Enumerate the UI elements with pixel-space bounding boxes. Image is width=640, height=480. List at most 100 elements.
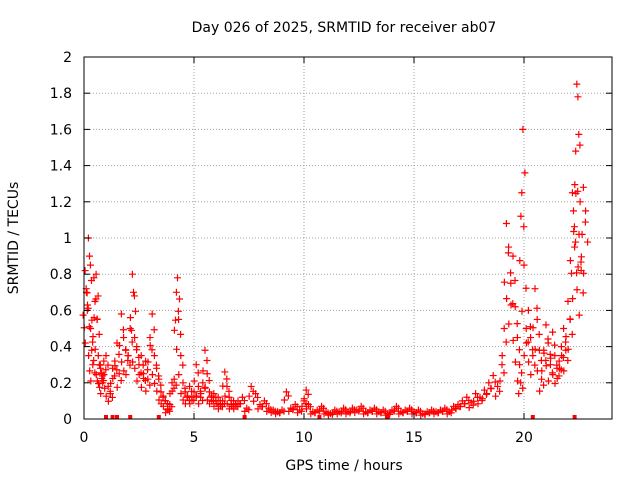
data-point bbox=[456, 402, 464, 410]
data-point bbox=[553, 374, 561, 382]
data-point bbox=[203, 370, 211, 378]
data-point bbox=[95, 330, 103, 338]
data-point bbox=[531, 345, 539, 353]
x-tick-label: 20 bbox=[515, 430, 533, 446]
data-point bbox=[568, 189, 576, 197]
data-point bbox=[122, 371, 130, 379]
y-tick-label: 0.6 bbox=[50, 303, 72, 319]
data-point bbox=[492, 392, 500, 400]
data-point bbox=[324, 411, 332, 419]
data-point bbox=[570, 207, 577, 215]
data-point bbox=[118, 358, 126, 366]
data-point bbox=[184, 392, 192, 400]
data-point bbox=[87, 325, 95, 332]
data-point bbox=[93, 315, 101, 323]
data-point bbox=[570, 227, 578, 235]
data-point bbox=[520, 223, 528, 231]
data-point bbox=[223, 400, 231, 408]
data-point bbox=[505, 243, 513, 251]
data-point bbox=[448, 406, 456, 414]
data-point bbox=[119, 326, 127, 334]
data-point bbox=[302, 386, 310, 394]
data-point bbox=[254, 405, 262, 413]
data-point bbox=[575, 130, 583, 138]
data-point bbox=[96, 383, 104, 391]
data-point bbox=[404, 407, 412, 415]
data-point bbox=[289, 405, 297, 413]
data-point bbox=[79, 311, 87, 319]
data-point bbox=[300, 395, 308, 403]
data-point bbox=[544, 339, 552, 347]
y-tick-label: 0.2 bbox=[50, 376, 72, 392]
data-point bbox=[142, 387, 150, 395]
data-point bbox=[579, 183, 587, 191]
data-point bbox=[120, 367, 128, 375]
data-point bbox=[117, 310, 125, 318]
data-point bbox=[573, 269, 581, 277]
data-point bbox=[546, 361, 554, 369]
data-point bbox=[564, 297, 572, 305]
data-point bbox=[133, 377, 141, 385]
data-point bbox=[507, 301, 515, 309]
data-point bbox=[85, 352, 93, 360]
zero-marker bbox=[110, 415, 115, 419]
data-point bbox=[132, 307, 139, 315]
data-point bbox=[97, 364, 104, 372]
data-point bbox=[94, 292, 102, 300]
data-point bbox=[536, 387, 544, 395]
data-point bbox=[177, 390, 185, 398]
zero-marker bbox=[317, 415, 322, 419]
data-point bbox=[104, 361, 112, 369]
data-point bbox=[137, 383, 145, 391]
data-point bbox=[102, 392, 110, 400]
data-point bbox=[562, 333, 570, 341]
x-axis-ticks: 0 5 10 15 20 bbox=[80, 57, 533, 446]
data-point bbox=[172, 288, 180, 296]
data-point bbox=[86, 367, 94, 375]
data-point bbox=[514, 377, 522, 385]
data-point bbox=[109, 374, 117, 382]
data-point bbox=[564, 357, 572, 365]
data-point bbox=[572, 147, 580, 155]
data-point bbox=[571, 181, 579, 189]
data-point bbox=[517, 212, 525, 220]
data-point bbox=[225, 387, 233, 395]
data-point bbox=[522, 339, 530, 347]
data-point bbox=[511, 277, 519, 285]
data-point bbox=[564, 345, 572, 353]
data-point bbox=[87, 377, 95, 385]
data-point bbox=[199, 379, 207, 387]
data-point bbox=[168, 379, 176, 387]
data-point bbox=[461, 400, 469, 408]
data-point bbox=[157, 381, 165, 389]
data-point bbox=[503, 295, 511, 303]
y-tick-label: 1.2 bbox=[50, 195, 72, 211]
data-point bbox=[368, 407, 376, 415]
data-point bbox=[577, 253, 585, 261]
data-point bbox=[115, 370, 123, 378]
data-point bbox=[151, 380, 159, 388]
data-point bbox=[502, 220, 510, 228]
data-point bbox=[529, 324, 537, 332]
data-point bbox=[559, 353, 567, 361]
data-point bbox=[247, 382, 255, 390]
data-point bbox=[194, 369, 202, 377]
data-point bbox=[351, 409, 359, 417]
y-tick-label: 1.4 bbox=[50, 159, 72, 175]
data-point bbox=[555, 357, 563, 365]
data-point bbox=[221, 392, 229, 400]
data-point bbox=[92, 270, 100, 278]
y-tick-label: 1.8 bbox=[50, 86, 72, 102]
data-point bbox=[91, 297, 99, 305]
data-point bbox=[150, 326, 158, 334]
data-point bbox=[570, 223, 578, 231]
y-axis-title: SRMTID / TECUs bbox=[6, 182, 22, 295]
data-point bbox=[538, 367, 546, 375]
data-point bbox=[505, 320, 513, 328]
data-point bbox=[107, 380, 115, 388]
data-point bbox=[434, 409, 442, 417]
data-point bbox=[188, 396, 196, 404]
zero-marker bbox=[104, 415, 108, 419]
data-point bbox=[533, 304, 541, 312]
data-point bbox=[129, 358, 137, 366]
